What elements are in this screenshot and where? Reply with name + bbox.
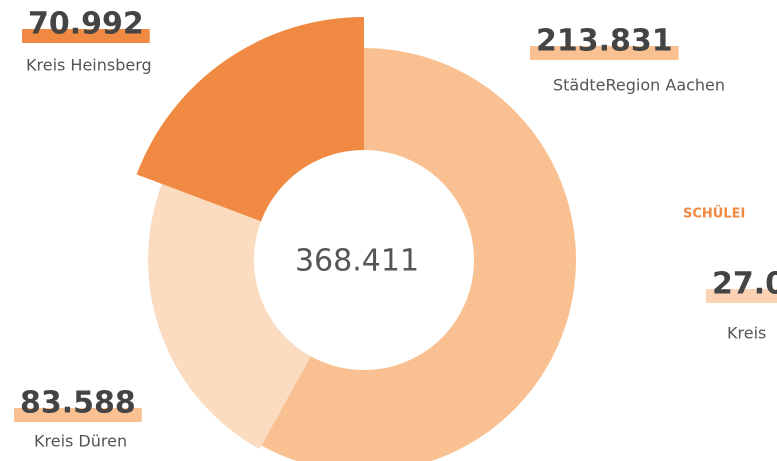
- value-label: 70.992: [28, 7, 144, 42]
- slice: [261, 48, 576, 461]
- label-highlight: [706, 289, 777, 303]
- label-highlight: [22, 29, 150, 43]
- inner-hole: [277, 173, 451, 347]
- annotation: Kreis: [727, 324, 766, 343]
- center-total: 368.411: [295, 244, 419, 279]
- label-highlight: [530, 46, 679, 60]
- value-label: 83.588: [20, 386, 136, 421]
- value-label: 213.831: [536, 24, 673, 59]
- category-label: StädteRegion Aachen: [553, 76, 725, 95]
- slices: [136, 17, 576, 461]
- slice: [136, 17, 364, 222]
- annotation: SCHÜLEI: [683, 206, 745, 222]
- annotation: 27.0: [712, 267, 777, 302]
- category-label: Kreis Heinsberg: [26, 56, 152, 75]
- slice: [147, 183, 311, 450]
- label-highlight: [14, 408, 142, 422]
- category-label: Kreis Düren: [34, 432, 127, 451]
